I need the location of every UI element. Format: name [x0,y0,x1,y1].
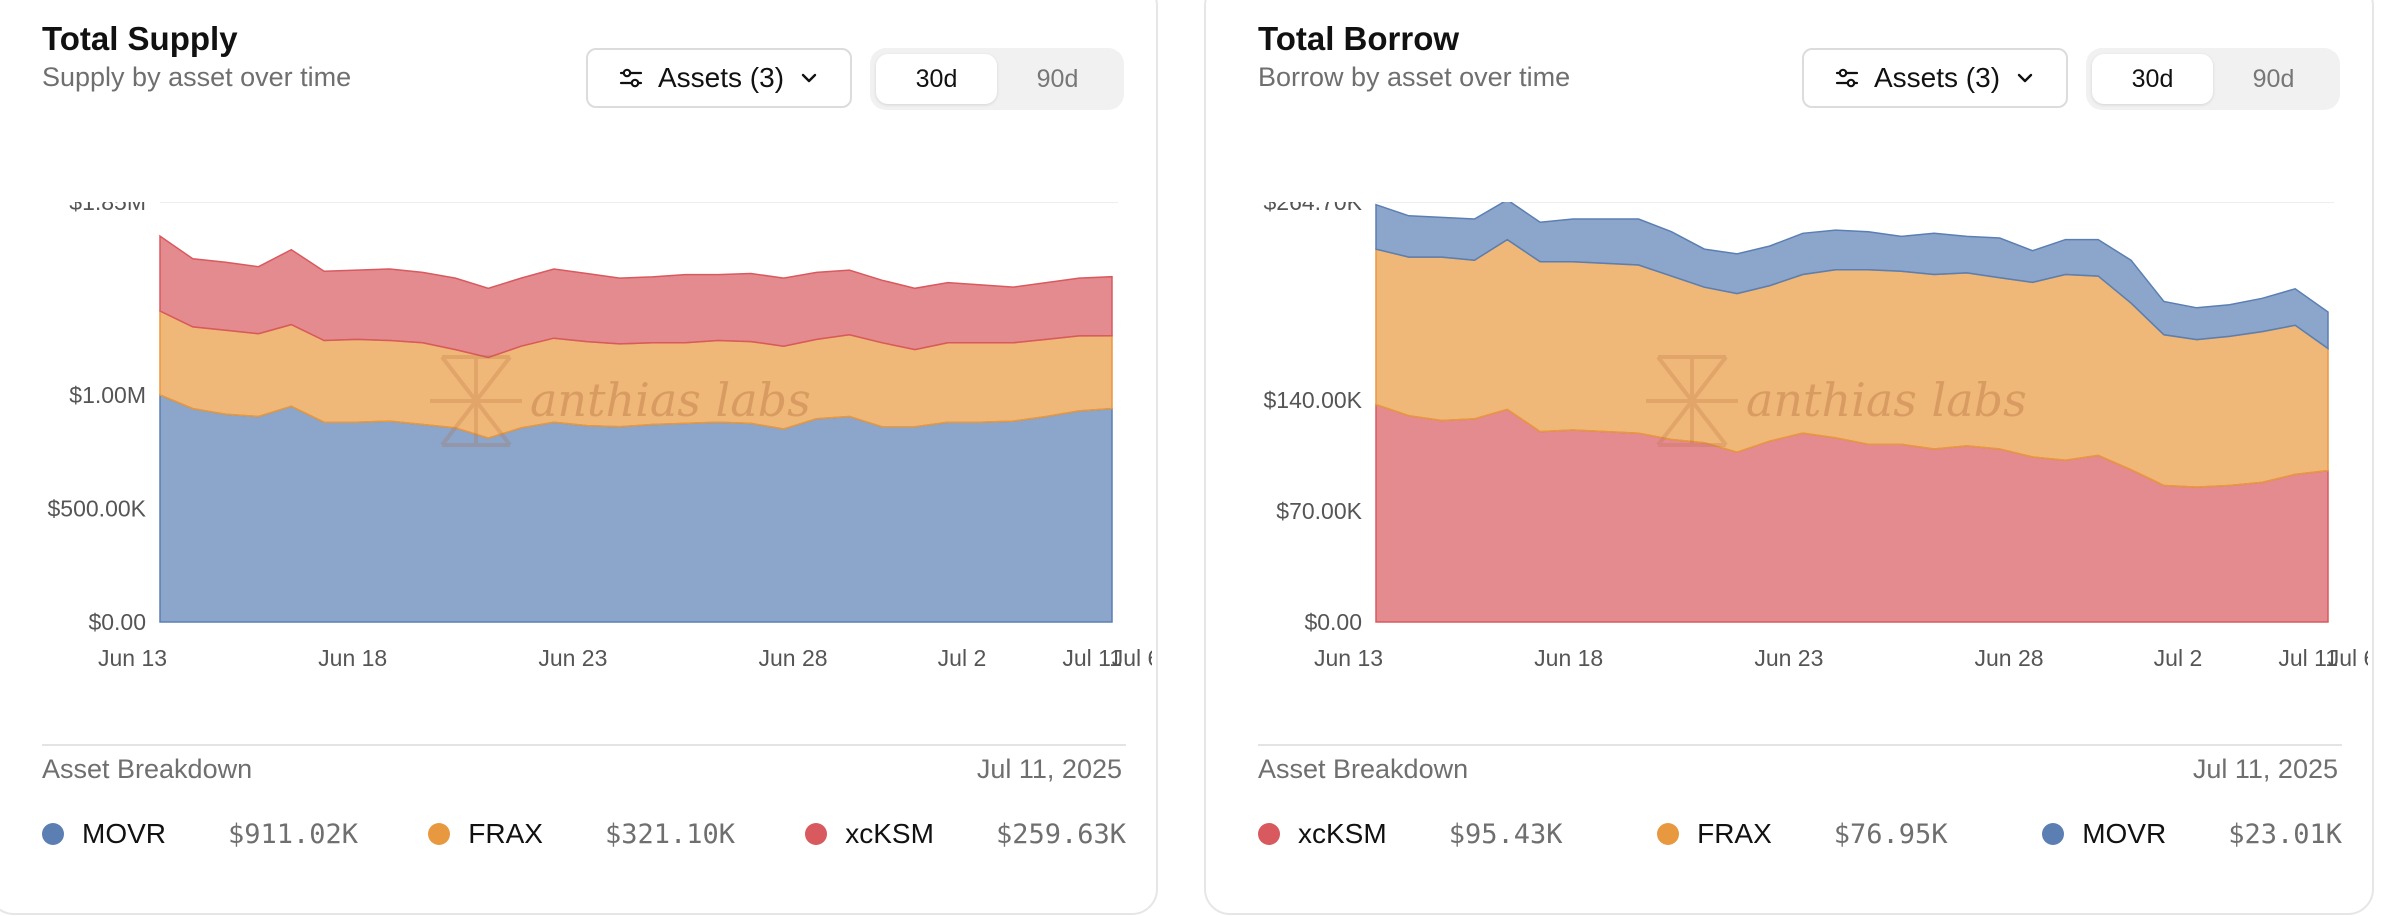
card-title: Total Borrow [1258,20,1460,57]
area-movr [1375,202,2329,350]
legend-item-frax: FRAX $321.10K [428,818,735,850]
borrow-card: Total Borrow Borrow by asset over time A… [1204,0,2374,915]
y-tick-label: $1.00M [69,382,146,408]
supply-card: Total Supply Supply by asset over time A… [0,0,1158,915]
x-tick-label: Jun 18 [318,645,387,671]
x-tick-label: Jul 2 [2154,645,2203,671]
assets-filter-button[interactable]: Assets (3) [586,48,852,108]
y-tick-label: $500.00K [48,495,147,521]
borrow-chart: $0.00 $70.00K $140.00K $264.70K Jun 13 Jun 18… [1264,202,2368,671]
legend-item-xcksm: xcKSM $95.43K [1258,818,1562,850]
legend-item-movr: MOVR $23.01K [2042,818,2342,850]
x-tick-label: Jun 23 [538,645,607,671]
xcksm-dot [1258,823,1280,845]
asset-value: $95.43K [1448,818,1563,850]
assets-filter-label: Assets (3) [657,62,785,93]
range-toggle: 30d 90d [2086,48,2340,110]
range-90d-button[interactable]: 90d [1036,64,1079,93]
legend-item-frax: FRAX $76.95K [1657,818,1948,850]
x-tick-label: Jun 23 [1754,645,1823,671]
asset-value: $321.10K [604,818,736,850]
asset-value: $76.95K [1833,818,1948,850]
asset-value: $259.63K [995,818,1126,850]
asset-breakdown-legend: xcKSM $95.43K FRAX $76.95K MOVR $23.01K [1258,818,2342,850]
x-tick-label: Jun 28 [1974,645,2043,671]
chevron-down-icon [798,67,820,89]
frax-dot [428,823,451,845]
card-subtitle: Supply by asset over time [42,62,352,92]
asset-name: xcKSM [845,818,934,849]
y-tick-label: $1.85M [69,202,146,215]
asset-name: FRAX [1697,818,1772,849]
watermark-logo [1646,355,1738,447]
x-tick-label: Jul 11 [1062,645,1122,671]
assets-filter-button[interactable]: Assets (3) [1802,48,2068,108]
frax-dot [1657,823,1680,845]
y-tick-label: $0.00 [1304,609,1362,635]
sliders-icon [618,65,644,91]
legend-item-xcksm: xcKSM $259.63K [805,818,1126,850]
asset-value: $911.02K [228,818,359,850]
breakdown-date: Jul 11, 2025 [2192,754,2338,784]
x-tick-label: Jun 13 [98,645,167,671]
divider [42,744,1126,746]
breakdown-date: Jul 11, 2025 [976,754,1122,784]
sliders-icon [1834,65,1860,91]
card-subtitle: Borrow by asset over time [1258,62,1571,92]
x-tick-label: Jul 6 [1112,645,1152,671]
range-90d-button[interactable]: 90d [2252,64,2295,93]
x-tick-label: Jun 28 [758,645,827,671]
area-xcksm [159,234,1113,359]
y-tick-label: $140.00K [1264,387,1363,413]
chevron-down-icon [2014,67,2036,89]
breakdown-label: Asset Breakdown [1258,754,1469,784]
watermark-text: anthias labs [530,373,811,427]
asset-value: $23.01K [2228,818,2342,850]
x-tick-label: Jun 13 [1314,645,1383,671]
movr-dot [42,823,64,845]
xcksm-dot [805,823,828,845]
movr-dot [2042,823,2065,845]
asset-name: xcKSM [1298,818,1387,849]
area-movr [159,393,1113,623]
y-tick-label: $0.00 [88,609,146,635]
range-30d-button[interactable]: 30d [876,54,997,104]
range-30d-button[interactable]: 30d [2092,54,2213,104]
asset-name: MOVR [2082,818,2167,849]
watermark-text: anthias labs [1746,373,2027,427]
assets-filter-label: Assets (3) [1873,62,2001,93]
y-tick-label: $264.70K [1264,202,1363,215]
x-tick-label: Jun 18 [1534,645,1603,671]
supply-chart: $0.00 $500.00K $1.00M $1.85M Jun 13 Jun 18 Jun… [48,202,1152,671]
legend-item-movr: MOVR $911.02K [42,818,358,850]
range-toggle: 30d 90d [870,48,1124,110]
watermark-logo [430,355,522,447]
x-tick-label: Jul 11 [2278,645,2338,671]
x-tick-label: Jul 6 [2328,645,2368,671]
card-title: Total Supply [42,20,238,57]
asset-name: FRAX [468,818,543,849]
asset-breakdown-legend: MOVR $911.02K FRAX $321.10K xcKSM $259.6… [42,818,1126,850]
divider [1258,744,2342,746]
y-tick-label: $70.00K [1276,498,1362,524]
breakdown-label: Asset Breakdown [42,754,253,784]
asset-name: MOVR [82,818,166,849]
x-tick-label: Jul 2 [938,645,987,671]
